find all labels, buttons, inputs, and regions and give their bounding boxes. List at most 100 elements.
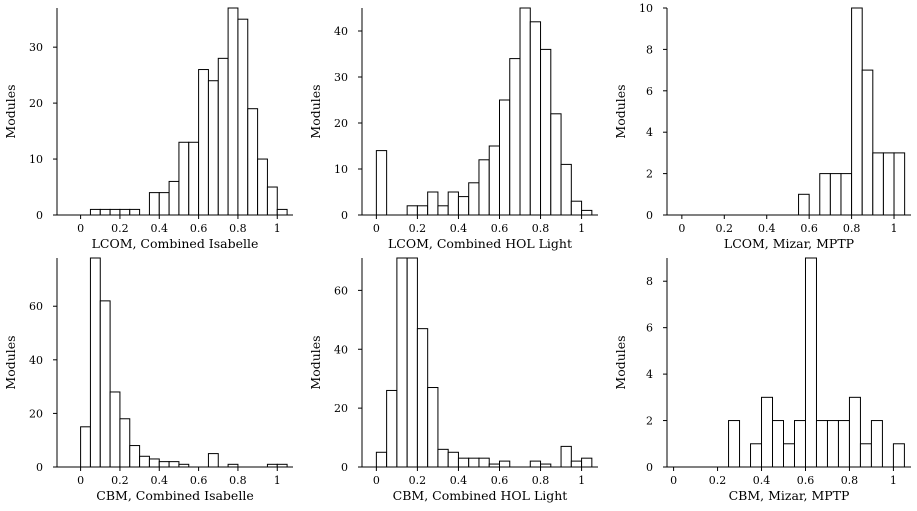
bar-lcom-hol-light-5 — [427, 191, 439, 216]
x-tick-label-lcom-mizar-4: 0.8 — [843, 222, 861, 235]
bar-lcom-isabelle-1 — [89, 208, 101, 216]
x-label-cbm-isabelle: CBM, Combined Isabelle — [96, 488, 253, 503]
x-tick-label-lcom-mizar-0: 0 — [678, 222, 685, 235]
bar-cbm-mizar-10 — [783, 443, 795, 468]
y-label-cbm-hol-light: Modules — [308, 335, 323, 389]
x-tick-label-lcom-isabelle-0: 0 — [77, 222, 84, 235]
y-tick-label-lcom-mizar-1: 2 — [646, 168, 653, 181]
bar-lcom-isabelle-9 — [168, 180, 180, 216]
x-tick-label-lcom-mizar-2: 0.4 — [758, 222, 776, 235]
bar-lcom-hol-light-18 — [560, 163, 572, 216]
y-label-cbm-isabelle: Modules — [3, 335, 18, 389]
x-tick-label-cbm-hol-light-4: 0.8 — [532, 474, 550, 487]
bar-lcom-isabelle-4 — [119, 208, 131, 216]
bar-cbm-isabelle-5 — [129, 445, 141, 468]
y-tick-label-lcom-isabelle-2: 20 — [29, 97, 43, 110]
bar-lcom-hol-light-6 — [437, 205, 449, 216]
x-tick-label-cbm-mizar-3: 0.6 — [797, 474, 815, 487]
y-tick-label-cbm-mizar-3: 6 — [646, 322, 653, 335]
x-tick-label-lcom-hol-light-5: 1 — [578, 222, 585, 235]
bar-cbm-isabelle-7 — [148, 458, 160, 468]
bar-cbm-hol-light-9 — [468, 457, 480, 468]
histogram-cbm-isabelle: 0 0.2 0.4 0.6 0.8 1 0 20 40 60 CBM, Combined Isabe… — [3, 257, 293, 503]
y-tick-label-lcom-isabelle-1: 10 — [29, 153, 43, 166]
x-tick-label-cbm-isabelle-2: 0.4 — [151, 474, 169, 487]
y-tick-label-cbm-hol-light-1: 20 — [334, 402, 348, 415]
bar-lcom-hol-light-16 — [540, 48, 552, 216]
x-tick-label-cbm-hol-light-1: 0.2 — [409, 474, 427, 487]
bar-lcom-mizar-19 — [882, 152, 895, 216]
x-tick-label-cbm-isabelle-5: 1 — [274, 474, 281, 487]
bar-lcom-isabelle-11 — [188, 141, 200, 216]
bar-cbm-hol-light-0 — [375, 451, 388, 468]
y-tick-label-lcom-mizar-4: 8 — [646, 43, 653, 56]
bar-lcom-mizar-16 — [851, 7, 863, 216]
y-tick-label-lcom-hol-light-4: 40 — [334, 25, 348, 38]
y-tick-label-cbm-hol-light-2: 40 — [334, 343, 348, 356]
x-tick-label-cbm-isabelle-3: 0.6 — [190, 474, 208, 487]
x-tick-label-lcom-isabelle-4: 0.8 — [229, 222, 247, 235]
bar-lcom-isabelle-3 — [109, 208, 121, 216]
x-tick-label-cbm-mizar-4: 0.8 — [841, 474, 859, 487]
bar-lcom-hol-light-8 — [457, 196, 470, 216]
bar-cbm-hol-light-1 — [386, 389, 398, 468]
bar-lcom-isabelle-5 — [129, 208, 141, 216]
y-tick-label-cbm-isabelle-1: 20 — [29, 407, 43, 420]
bar-cbm-isabelle-9 — [168, 461, 180, 468]
bar-lcom-hol-light-4 — [416, 205, 429, 216]
bar-cbm-hol-light-12 — [499, 460, 511, 468]
bar-cbm-isabelle-13 — [207, 453, 219, 468]
x-tick-label-lcom-hol-light-1: 0.2 — [409, 222, 427, 235]
x-tick-label-cbm-isabelle-4: 0.8 — [229, 474, 247, 487]
bar-cbm-mizar-16 — [848, 396, 861, 468]
bar-cbm-isabelle-4 — [119, 418, 131, 468]
y-tick-label-cbm-hol-light-0: 0 — [341, 461, 348, 474]
bar-cbm-isabelle-8 — [158, 461, 170, 468]
bar-lcom-isabelle-20 — [276, 208, 288, 216]
y-tick-label-cbm-mizar-1: 2 — [646, 415, 653, 428]
y-tick-label-lcom-hol-light-3: 30 — [334, 71, 348, 84]
bar-cbm-mizar-11 — [794, 420, 806, 468]
bar-lcom-isabelle-13 — [207, 80, 219, 216]
x-tick-label-lcom-hol-light-3: 0.6 — [491, 222, 509, 235]
histogram-cbm-mizar: 0 0.2 0.4 0.6 0.8 1 0 2 4 6 8 CBM, Mizar, MPTP Modul… — [613, 257, 911, 503]
x-tick-label-cbm-hol-light-2: 0.4 — [450, 474, 468, 487]
bar-lcom-hol-light-7 — [447, 191, 459, 216]
x-tick-label-lcom-mizar-1: 0.2 — [716, 222, 734, 235]
y-tick-label-cbm-isabelle-3: 60 — [29, 300, 43, 313]
bar-lcom-hol-light-10 — [478, 159, 490, 216]
x-tick-label-cbm-isabelle-1: 0.2 — [111, 474, 129, 487]
bar-cbm-hol-light-3 — [406, 257, 418, 468]
bar-cbm-mizar-12 — [804, 257, 817, 468]
bar-lcom-hol-light-12 — [499, 99, 511, 216]
bar-cbm-hol-light-20 — [581, 457, 593, 468]
y-tick-label-cbm-hol-light-3: 60 — [334, 284, 348, 297]
bar-lcom-hol-light-0 — [375, 150, 388, 216]
bar-cbm-mizar-17 — [859, 443, 872, 468]
x-label-lcom-isabelle: LCOM, Combined Isabelle — [92, 236, 259, 251]
bar-cbm-mizar-13 — [815, 420, 828, 468]
bar-lcom-isabelle-2 — [99, 208, 111, 216]
x-tick-label-cbm-isabelle-0: 0 — [77, 474, 84, 487]
bar-cbm-hol-light-8 — [457, 457, 470, 468]
bar-cbm-hol-light-10 — [478, 457, 490, 468]
bar-cbm-hol-light-18 — [560, 445, 572, 468]
x-tick-label-lcom-mizar-5: 1 — [891, 222, 898, 235]
x-label-cbm-hol-light: CBM, Combined HOL Light — [393, 488, 568, 503]
x-label-lcom-mizar: LCOM, Mizar, MPTP — [724, 236, 854, 251]
y-label-lcom-hol-light: Modules — [308, 84, 323, 138]
bar-cbm-mizar-8 — [761, 396, 774, 468]
bar-lcom-hol-light-17 — [550, 113, 562, 216]
y-tick-label-cbm-isabelle-0: 0 — [36, 461, 43, 474]
bar-cbm-mizar-9 — [772, 420, 785, 468]
x-tick-label-lcom-isabelle-3: 0.6 — [190, 222, 208, 235]
bar-cbm-hol-light-15 — [529, 460, 542, 468]
bar-lcom-isabelle-17 — [247, 108, 259, 216]
x-tick-label-lcom-mizar-3: 0.6 — [800, 222, 818, 235]
bar-cbm-mizar-14 — [826, 420, 839, 468]
x-label-lcom-hol-light: LCOM, Combined HOL Light — [388, 236, 572, 251]
bar-lcom-mizar-18 — [872, 152, 884, 216]
bar-lcom-isabelle-10 — [178, 141, 190, 216]
bar-lcom-mizar-11 — [798, 193, 810, 216]
bar-lcom-hol-light-9 — [468, 182, 480, 216]
